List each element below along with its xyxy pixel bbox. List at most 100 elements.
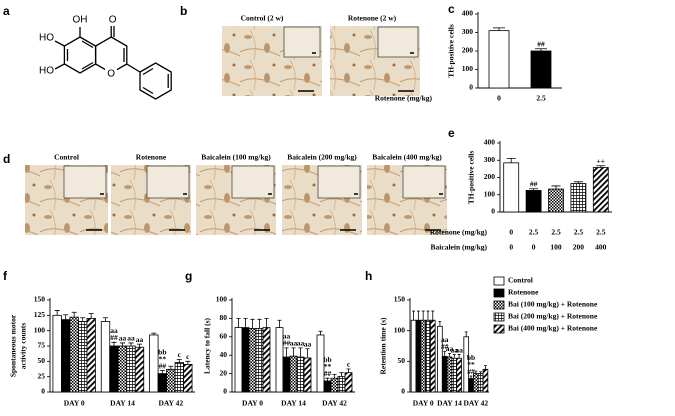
image-label: Baicalein (200 mg/kg)	[287, 153, 357, 162]
bar	[525, 190, 542, 213]
y-tick-label: 300	[484, 155, 496, 164]
bar	[117, 345, 128, 393]
y-tick-label: 0	[469, 83, 473, 92]
inset	[63, 165, 107, 199]
bar	[477, 373, 484, 393]
significance-label: ##	[283, 339, 291, 348]
scale-bar	[298, 52, 414, 92]
error-bar	[529, 188, 539, 191]
error-bar	[80, 317, 86, 322]
inset	[377, 26, 419, 58]
error-bar	[54, 310, 60, 316]
x-tick-label: 200	[573, 243, 585, 252]
bar	[468, 378, 474, 393]
y-axis-title: TH-positive cells	[467, 151, 476, 205]
significance-label: c	[347, 360, 351, 369]
bar	[241, 327, 250, 393]
y-tick-label: 150	[394, 295, 406, 304]
bar	[61, 319, 71, 393]
error-bar	[250, 318, 255, 329]
x-tick-label: DAY 0	[413, 399, 434, 408]
significance-label: aa	[110, 326, 118, 335]
panel-letter: g	[185, 269, 192, 283]
bar	[548, 188, 564, 213]
atom-label: HO	[39, 33, 54, 44]
bar	[183, 363, 193, 393]
panel-letter: f	[3, 269, 8, 283]
bar	[255, 328, 264, 393]
bar	[451, 357, 458, 393]
x-tick-label: DAY 0	[242, 399, 263, 408]
inset	[317, 165, 361, 199]
significance-label: ##	[110, 333, 118, 342]
panel-b: b Control (2 w) Rotenone (2 w)	[180, 4, 420, 96]
error-bar	[119, 342, 126, 346]
error-bar	[264, 318, 269, 328]
atom-label: OH	[73, 15, 88, 26]
image-label: Rotenone (2 w)	[348, 14, 397, 23]
bonds	[54, 26, 169, 95]
bar	[323, 380, 332, 393]
legend-label: Bai (400 mg/kg) + Rotenone	[508, 324, 598, 333]
y-tick-label: 300	[462, 27, 474, 36]
error-bar	[136, 343, 143, 348]
y-axis-title: Spontaneous motor	[9, 314, 18, 377]
panel-letter: d	[3, 152, 10, 166]
bar	[337, 375, 346, 393]
inset	[231, 165, 275, 199]
error-bar	[128, 342, 134, 346]
image-label: Rotenone	[136, 153, 167, 162]
y-tick-label: 100	[394, 325, 406, 334]
error-bar	[448, 352, 451, 358]
error-bar	[506, 158, 516, 163]
row-label: Rotenone (mg/kg)	[430, 228, 488, 237]
error-bar	[71, 311, 77, 318]
significance-label: ##	[159, 361, 167, 370]
error-bar	[257, 318, 262, 329]
significance-label: ++	[597, 156, 606, 165]
error-bar	[151, 332, 157, 335]
ring	[139, 62, 172, 100]
y-tick-label: 0	[491, 207, 495, 216]
y-tick-label: 100	[462, 64, 474, 73]
image-label: Control (2 w)	[241, 14, 284, 23]
significance-label: aa	[297, 339, 305, 348]
y-tick-label: 0	[41, 387, 45, 396]
error-bar	[325, 377, 330, 381]
x-tick-label: 0	[509, 243, 513, 252]
inset	[402, 165, 446, 199]
ring	[63, 36, 97, 74]
bar	[473, 373, 479, 393]
legend-swatch	[493, 300, 505, 310]
significance-label: aa	[304, 339, 312, 348]
x-tick-label: 0	[509, 228, 513, 237]
x-tick-label: DAY 42	[158, 399, 183, 408]
panel-letter: b	[180, 4, 187, 18]
error-bar	[159, 370, 165, 374]
legend-label: Bai (100 mg/kg) + Rotenone	[508, 300, 598, 309]
panel-letter: a	[3, 4, 10, 18]
error-bar	[88, 313, 94, 319]
y-tick-label: 0	[223, 387, 227, 396]
error-bar	[339, 372, 344, 377]
error-bar	[291, 347, 296, 357]
significance-label: aa	[290, 339, 298, 348]
legend-swatch	[493, 324, 505, 334]
error-bar	[426, 310, 430, 321]
error-bar	[535, 48, 547, 51]
bar	[344, 372, 353, 393]
error-bar	[452, 354, 456, 359]
significance-label: aa	[441, 335, 449, 344]
error-bar	[298, 347, 303, 358]
significance-label: aa	[283, 332, 291, 341]
significance-label: **	[467, 360, 475, 369]
significance-label: ##	[537, 39, 545, 48]
bar	[234, 327, 243, 393]
legend-label: Rotenone	[508, 288, 539, 297]
significance-label: ##	[324, 369, 332, 378]
error-bar	[318, 330, 323, 335]
scale-bar	[425, 193, 443, 231]
error-bar	[346, 368, 351, 373]
bar	[109, 345, 119, 393]
error-bar	[277, 319, 282, 328]
